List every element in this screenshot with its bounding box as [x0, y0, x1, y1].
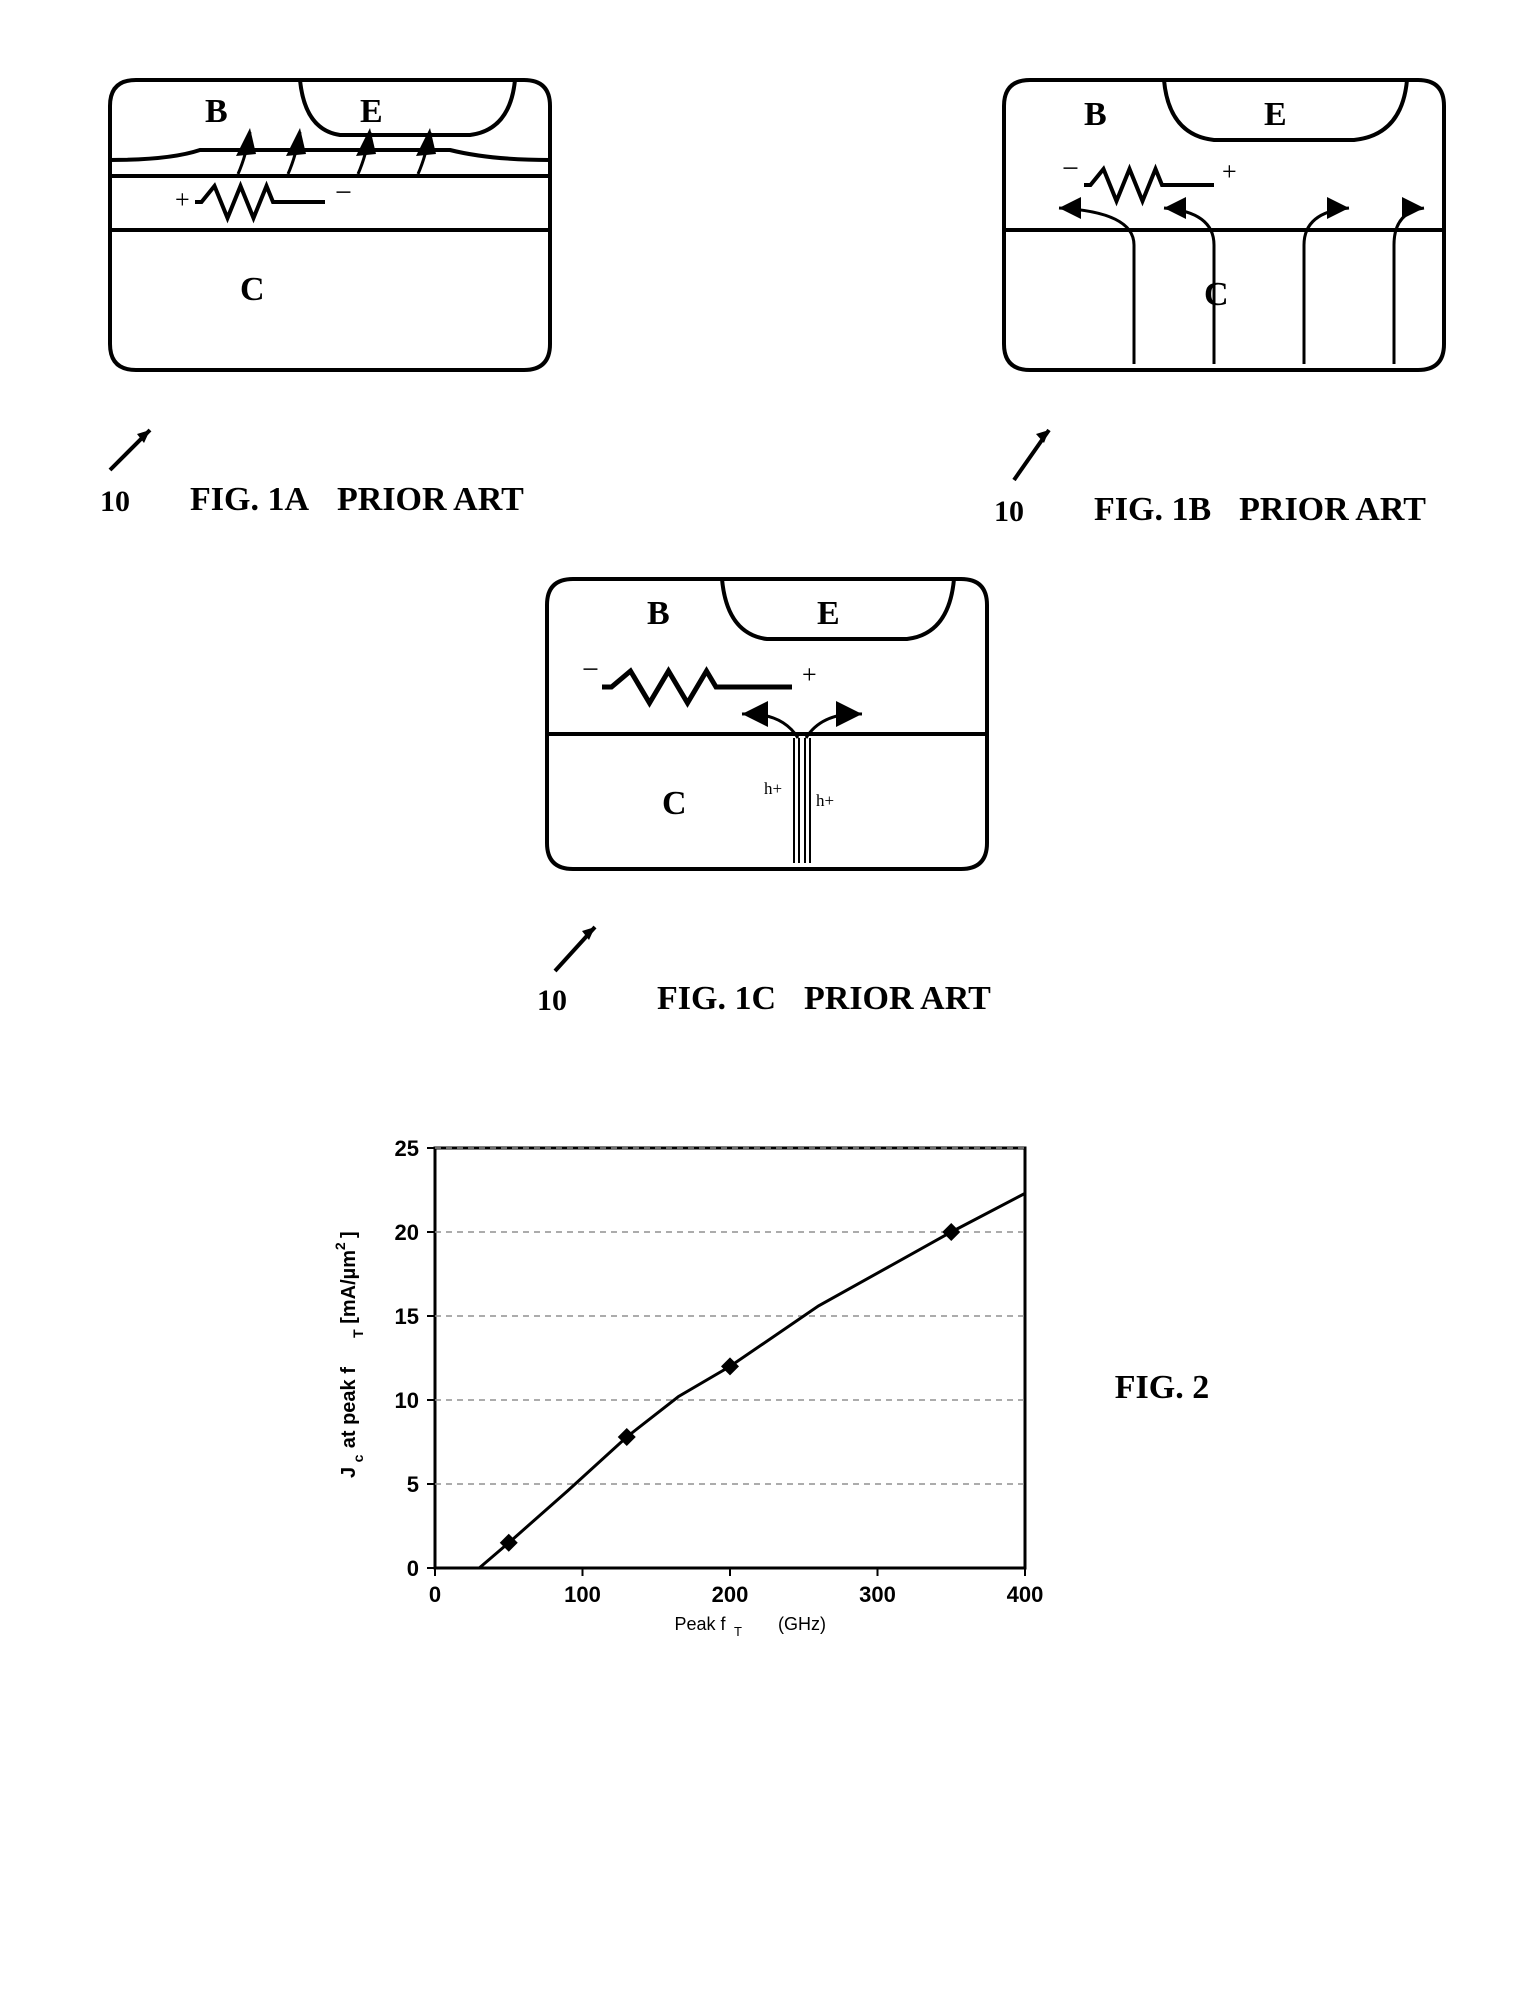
svg-text:]: ]: [338, 1231, 360, 1238]
svg-text:15: 15: [394, 1304, 418, 1329]
fig-2-row: 0 100 200 300 400 0 5 10 15 20 25 Peak f T (GHz) Jc at …: [40, 1128, 1494, 1648]
svg-text:300: 300: [859, 1582, 896, 1607]
caption-1b: FIG. 1B: [1094, 491, 1211, 529]
fig-1c-svg: − + h+ h+ B E C: [537, 559, 997, 919]
svg-text:c: c: [350, 1454, 366, 1462]
svg-text:200: 200: [711, 1582, 748, 1607]
svg-text:B: B: [1084, 96, 1107, 133]
page: +−BEC 10 FIG. 1A PRIOR ART −+BEC: [40, 60, 1494, 1648]
svg-text:[mA/µm: [mA/µm: [338, 1250, 360, 1324]
caption-fig2: FIG. 2: [1115, 1369, 1209, 1407]
svg-text:T: T: [734, 1624, 742, 1639]
svg-text:B: B: [647, 595, 670, 632]
svg-text:400: 400: [1006, 1582, 1043, 1607]
svg-text:25: 25: [394, 1136, 418, 1161]
svg-text:h+: h+: [816, 791, 834, 810]
ref-arrow-1a: [80, 420, 170, 490]
svg-text:E: E: [1264, 96, 1287, 133]
svg-text:0: 0: [429, 1582, 441, 1607]
svg-text:−: −: [582, 653, 599, 686]
ref-arrow-1b: [984, 420, 1074, 500]
fig-2-chart: 0 100 200 300 400 0 5 10 15 20 25 Peak f T (GHz) Jc at …: [325, 1128, 1045, 1648]
svg-text:0: 0: [407, 1556, 419, 1581]
svg-text:B: B: [205, 93, 228, 130]
svg-text:100: 100: [564, 1582, 601, 1607]
svg-text:2: 2: [332, 1242, 348, 1250]
svg-text:5: 5: [407, 1472, 419, 1497]
svg-text:E: E: [360, 93, 383, 130]
svg-text:(GHz): (GHz): [778, 1614, 826, 1634]
caption-1a: FIG. 1A: [190, 481, 309, 519]
caption-1c: FIG. 1C: [657, 980, 776, 1018]
fig-1b-svg: − + B E C: [994, 60, 1454, 420]
svg-text:+: +: [1222, 157, 1237, 186]
svg-text:C: C: [662, 785, 687, 822]
svg-text:20: 20: [394, 1220, 418, 1245]
svg-text:E: E: [817, 595, 840, 632]
fig-1c-block: −+h+h+BEC 10 FIG. 1C PRIOR ART: [537, 559, 997, 1018]
fig-1b-block: −+BEC 10 FIG. 1B PRIOR ART: [994, 60, 1454, 529]
fig-1a-svg: + − B E C: [100, 60, 560, 420]
ref-arrow-1c: [527, 919, 617, 989]
svg-text:+: +: [175, 185, 190, 214]
svg-text:C: C: [240, 271, 265, 308]
svg-text:C: C: [1204, 276, 1229, 313]
row-diagrams-1: +−BEC 10 FIG. 1A PRIOR ART −+BEC: [40, 60, 1494, 529]
svg-text:−: −: [335, 176, 352, 209]
prior-1a: PRIOR ART: [337, 481, 524, 519]
row-diagrams-2: −+h+h+BEC 10 FIG. 1C PRIOR ART: [40, 559, 1494, 1018]
svg-text:Peak f: Peak f: [674, 1614, 726, 1634]
svg-text:10: 10: [394, 1388, 418, 1413]
svg-text:at peak f: at peak f: [338, 1367, 360, 1448]
svg-text:J: J: [338, 1467, 360, 1478]
svg-text:T: T: [350, 1329, 366, 1338]
fig-1a-block: +−BEC 10 FIG. 1A PRIOR ART: [100, 60, 560, 529]
svg-text:−: −: [1062, 152, 1079, 185]
svg-text:h+: h+: [764, 779, 782, 798]
prior-1c: PRIOR ART: [804, 980, 991, 1018]
svg-text:+: +: [802, 660, 817, 689]
prior-1b: PRIOR ART: [1239, 491, 1426, 529]
